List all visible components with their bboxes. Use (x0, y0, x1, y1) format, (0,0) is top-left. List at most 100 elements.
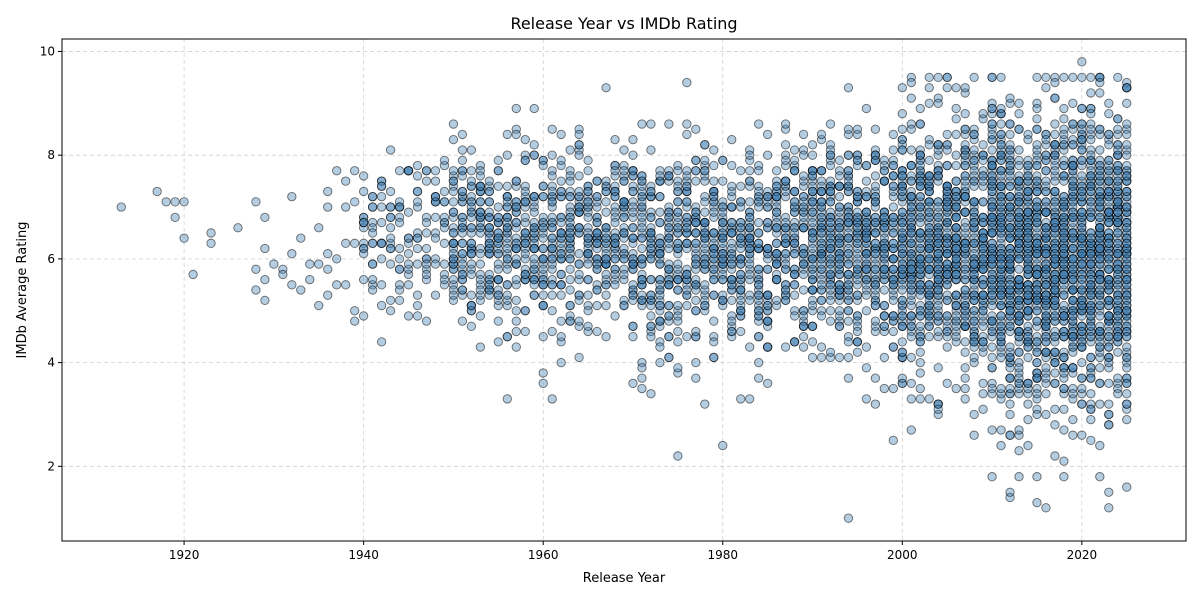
data-point (565, 223, 575, 233)
data-point (664, 238, 674, 248)
data-point (574, 207, 584, 217)
data-point (951, 233, 961, 243)
data-point (969, 155, 979, 166)
data-point (610, 186, 620, 197)
data-point (655, 285, 665, 295)
data-point (439, 280, 450, 290)
data-point (861, 192, 872, 202)
data-point (780, 155, 791, 166)
data-point (502, 233, 512, 243)
data-point (807, 150, 818, 160)
data-point (1104, 503, 1114, 513)
data-point (780, 217, 791, 228)
data-point (466, 176, 477, 186)
data-point (825, 160, 836, 171)
data-point (628, 233, 638, 243)
data-point (565, 316, 575, 326)
data-point (1005, 342, 1015, 352)
data-point (987, 119, 997, 129)
data-point (673, 243, 683, 254)
data-point (412, 233, 423, 243)
data-point (556, 233, 566, 243)
data-point (412, 228, 423, 238)
data-point (1113, 176, 1123, 186)
data-point (457, 316, 468, 326)
data-point (1086, 109, 1096, 119)
data-point (960, 269, 970, 280)
data-point (619, 249, 629, 259)
data-point (358, 249, 369, 259)
data-point (466, 243, 477, 254)
data-point (780, 176, 791, 186)
data-point (736, 306, 746, 316)
data-point (520, 202, 530, 212)
data-point (601, 83, 611, 93)
data-point (1014, 109, 1024, 119)
data-point (780, 342, 791, 352)
data-point (583, 259, 593, 269)
data-point (529, 274, 539, 285)
data-point (852, 337, 863, 347)
data-point (1005, 487, 1015, 497)
data-point (583, 254, 593, 264)
data-point (511, 274, 521, 285)
data-point (1104, 420, 1114, 430)
data-point (673, 186, 683, 197)
data-point (1077, 430, 1087, 440)
data-point (547, 197, 557, 207)
data-point (628, 207, 638, 217)
data-point (691, 166, 701, 176)
data-point (978, 212, 988, 223)
data-point (601, 186, 611, 197)
data-point (978, 404, 988, 414)
data-point (924, 295, 934, 306)
data-point (610, 264, 620, 274)
data-point (664, 316, 674, 326)
data-point (457, 129, 468, 140)
data-point (969, 259, 979, 269)
data-point (996, 103, 1006, 114)
data-point (350, 316, 360, 326)
data-point (1032, 103, 1042, 114)
data-point (502, 280, 512, 290)
data-point (745, 269, 755, 280)
data-point (170, 212, 180, 223)
data-point (637, 280, 647, 290)
data-point (960, 176, 970, 186)
data-point (771, 249, 782, 259)
x-tick-label: 1960 (528, 548, 559, 562)
data-point (978, 337, 988, 347)
data-point (1005, 171, 1015, 181)
data-point (394, 285, 405, 295)
data-point (951, 332, 961, 342)
data-point (1086, 212, 1096, 223)
data-point (933, 98, 943, 108)
data-point (969, 217, 979, 228)
data-point (852, 155, 863, 166)
data-point (457, 259, 468, 269)
data-point (520, 150, 530, 160)
data-point (960, 243, 970, 254)
data-point (816, 342, 827, 352)
data-point (816, 129, 827, 140)
data-point (1068, 228, 1078, 238)
data-point (601, 228, 611, 238)
data-point (816, 295, 827, 306)
data-point (1041, 389, 1051, 399)
data-point (556, 280, 566, 290)
data-point (897, 347, 907, 357)
data-point (1068, 212, 1078, 223)
data-point (1005, 269, 1015, 280)
data-point (897, 83, 907, 93)
data-point (691, 357, 701, 368)
data-point (1077, 207, 1087, 217)
data-point (834, 192, 845, 202)
data-point (457, 223, 468, 233)
data-point (960, 160, 970, 171)
data-point (987, 425, 997, 435)
data-point (1023, 440, 1033, 451)
data-point (789, 155, 800, 166)
data-point (448, 295, 459, 306)
data-point (475, 217, 486, 228)
